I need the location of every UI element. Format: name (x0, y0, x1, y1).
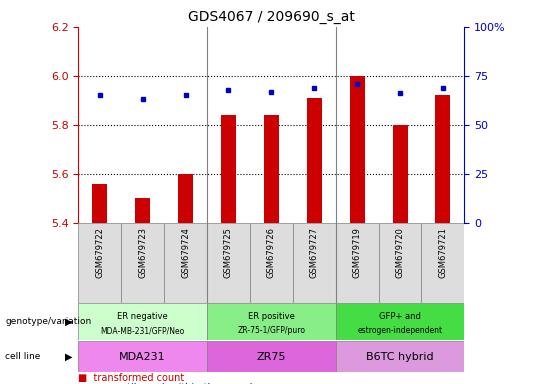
Bar (92, 184, 107, 223)
Text: genotype/variation: genotype/variation (5, 317, 92, 326)
Bar (349, 76, 364, 223)
FancyBboxPatch shape (336, 341, 464, 372)
Text: GFP+ and: GFP+ and (379, 312, 421, 321)
Text: GSM679725: GSM679725 (224, 227, 233, 278)
Text: ■  percentile rank within the sample: ■ percentile rank within the sample (78, 383, 259, 384)
Text: ZR-75-1/GFP/puro: ZR-75-1/GFP/puro (238, 326, 305, 335)
FancyBboxPatch shape (379, 223, 422, 303)
Title: GDS4067 / 209690_s_at: GDS4067 / 209690_s_at (188, 10, 355, 25)
Text: ▶: ▶ (65, 316, 73, 327)
FancyBboxPatch shape (422, 223, 464, 303)
Text: ZR75: ZR75 (256, 352, 286, 362)
Text: ER positive: ER positive (248, 312, 295, 321)
FancyBboxPatch shape (207, 223, 250, 303)
Bar (178, 174, 193, 223)
FancyBboxPatch shape (207, 341, 336, 372)
Text: GSM679719: GSM679719 (353, 227, 362, 278)
FancyBboxPatch shape (78, 341, 207, 372)
Bar (221, 115, 236, 223)
Text: GSM679727: GSM679727 (310, 227, 319, 278)
Text: B6TC hybrid: B6TC hybrid (366, 352, 434, 362)
Text: GSM679723: GSM679723 (138, 227, 147, 278)
Bar (264, 115, 279, 223)
Bar (307, 98, 322, 223)
Text: GSM679726: GSM679726 (267, 227, 276, 278)
FancyBboxPatch shape (250, 223, 293, 303)
Text: MDA-MB-231/GFP/Neo: MDA-MB-231/GFP/Neo (100, 326, 185, 335)
FancyBboxPatch shape (207, 303, 336, 340)
Text: ER negative: ER negative (117, 312, 168, 321)
Text: GSM679720: GSM679720 (395, 227, 404, 278)
FancyBboxPatch shape (78, 303, 207, 340)
Text: ▶: ▶ (65, 352, 73, 362)
FancyBboxPatch shape (78, 223, 121, 303)
Text: GSM679724: GSM679724 (181, 227, 190, 278)
FancyBboxPatch shape (121, 223, 164, 303)
Bar (135, 198, 150, 223)
FancyBboxPatch shape (164, 223, 207, 303)
FancyBboxPatch shape (293, 223, 336, 303)
Text: cell line: cell line (5, 352, 41, 361)
Text: estrogen-independent: estrogen-independent (357, 326, 443, 335)
Text: ■  transformed count: ■ transformed count (78, 373, 185, 383)
FancyBboxPatch shape (336, 303, 464, 340)
Text: MDA231: MDA231 (119, 352, 166, 362)
Bar (435, 96, 450, 223)
FancyBboxPatch shape (336, 223, 379, 303)
Bar (393, 125, 408, 223)
Text: GSM679721: GSM679721 (438, 227, 448, 278)
Text: GSM679722: GSM679722 (95, 227, 104, 278)
